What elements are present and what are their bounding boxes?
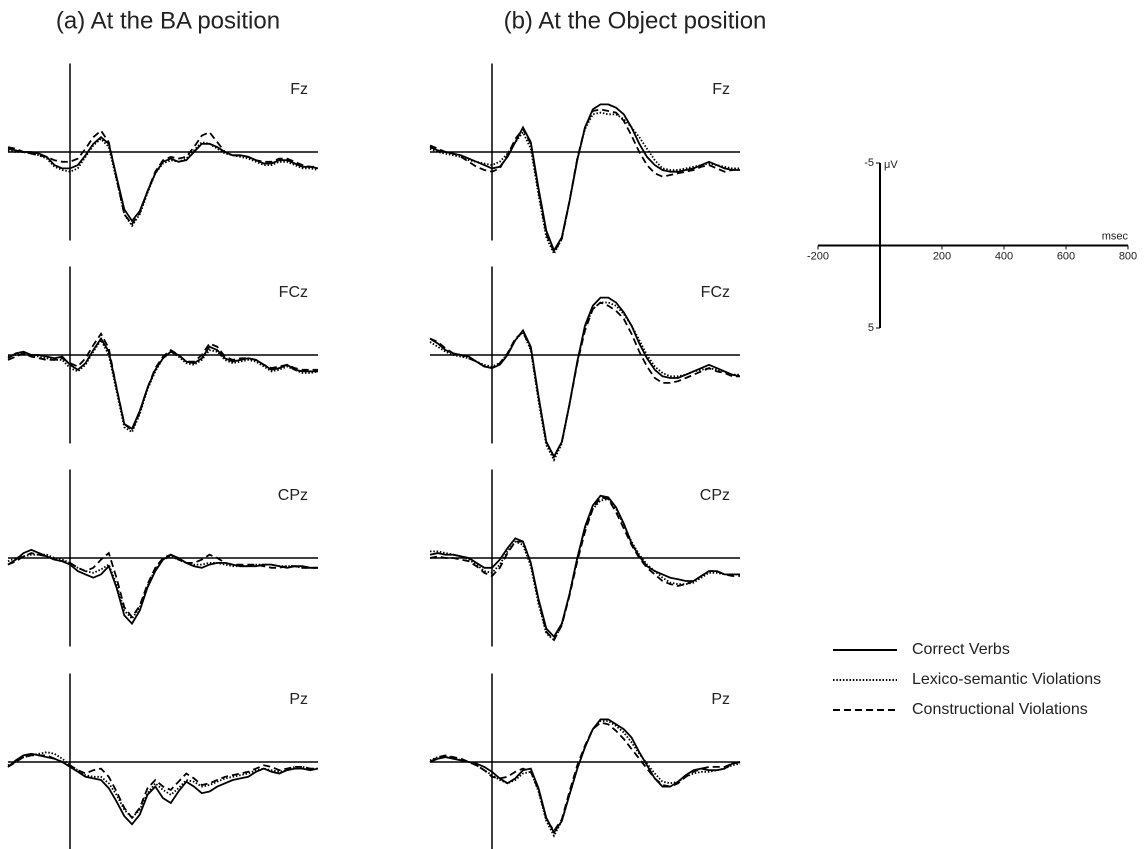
x-tick-label: 400	[995, 250, 1013, 262]
electrode-label: Pz	[289, 691, 308, 708]
erp-line	[429, 111, 740, 256]
erp-line	[7, 136, 319, 223]
y-tick-label: 5	[868, 322, 874, 334]
erp-line	[7, 752, 319, 826]
legend-label: Lexico-semantic Violations	[912, 671, 1101, 688]
erp-line	[7, 331, 318, 432]
erp-line	[7, 129, 318, 226]
panel-title: (a) At the BA position	[56, 7, 280, 34]
x-unit: msec	[1102, 230, 1129, 242]
x-tick-label: 800	[1119, 250, 1137, 262]
electrode-label: CPz	[700, 487, 730, 504]
erp-line	[429, 496, 740, 642]
erp-line	[429, 718, 741, 835]
erp-line	[7, 336, 318, 431]
erp-line	[429, 721, 741, 833]
electrode-label: CPz	[278, 487, 308, 504]
erp-line	[7, 551, 318, 619]
y-unit: μV	[884, 159, 898, 171]
electrode-label: Pz	[711, 691, 730, 708]
erp-line	[7, 754, 318, 820]
erp-line	[429, 720, 741, 838]
electrode-label: Fz	[290, 81, 308, 98]
electrode-label: Fz	[712, 81, 730, 98]
y-tick-label: -5	[864, 157, 874, 169]
erp-line	[7, 338, 319, 434]
electrode-label: FCz	[279, 284, 308, 301]
erp-line	[7, 137, 319, 228]
erp-line	[429, 108, 741, 254]
panel-title: (b) At the Object position	[504, 7, 767, 34]
erp-line	[7, 553, 318, 621]
erp-line	[430, 498, 740, 642]
erp-line	[7, 548, 318, 626]
legend-label: Constructional Violations	[912, 701, 1088, 718]
electrode-label: FCz	[701, 284, 730, 301]
x-tick-label: -200	[807, 250, 829, 262]
erp-line	[429, 301, 740, 459]
erp-line	[429, 296, 741, 459]
erp-line	[429, 301, 740, 463]
x-tick-label: 600	[1057, 250, 1075, 262]
legend-label: Correct Verbs	[912, 641, 1010, 658]
x-tick-label: 200	[933, 250, 951, 262]
